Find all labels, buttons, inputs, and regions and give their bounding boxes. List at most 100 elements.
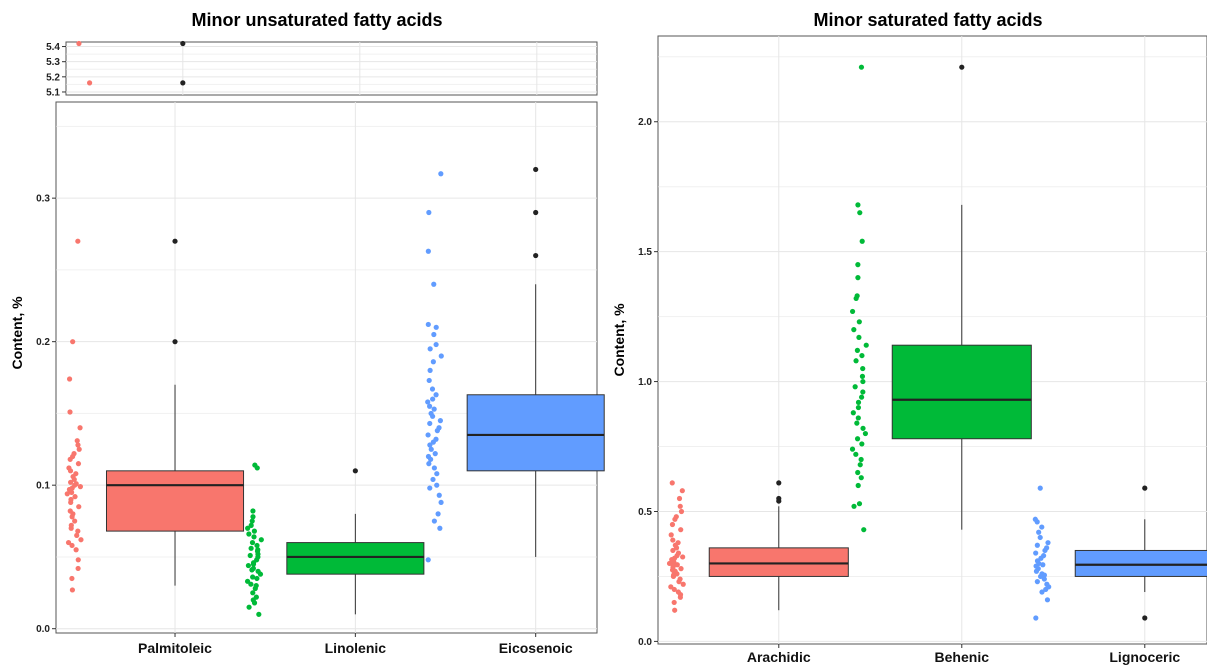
box (105, 470, 245, 532)
data-point (251, 528, 257, 534)
y-tick-label: 0.0 (36, 624, 50, 635)
data-point (67, 508, 73, 514)
data-point (76, 446, 82, 452)
y-tick-label: 0.5 (638, 507, 652, 518)
data-point (428, 446, 434, 452)
upper-panel: 5.1 5.2 5.3 5.4 (46, 40, 598, 98)
chart-title: Minor saturated fatty acids (813, 10, 1042, 30)
data-point (1039, 571, 1045, 577)
data-point (1041, 576, 1047, 582)
box (1074, 549, 1207, 577)
data-point (435, 511, 441, 517)
data-point (1036, 529, 1042, 535)
data-point (425, 399, 431, 405)
plot-panel: 0.0 0.5 1.0 1.5 2.0 (638, 35, 1207, 648)
data-point (855, 404, 862, 411)
outlier-point (533, 166, 539, 173)
data-point (248, 522, 254, 528)
data-point (678, 566, 684, 572)
data-point (433, 436, 439, 442)
data-point (68, 479, 74, 485)
y-tick-label: 1.5 (638, 247, 652, 258)
data-point (75, 528, 81, 534)
data-point (69, 575, 75, 582)
data-point (246, 604, 252, 610)
data-point (246, 531, 252, 537)
data-point (849, 308, 856, 315)
y-tick-label: 1.0 (638, 377, 652, 388)
data-point (851, 503, 857, 509)
data-point (675, 540, 681, 546)
y-tick-label: 2.0 (638, 117, 652, 128)
data-point (254, 542, 260, 549)
data-point (1034, 542, 1040, 548)
data-point (855, 415, 861, 421)
data-point (76, 504, 82, 510)
data-point (679, 488, 685, 494)
outlier-point (172, 339, 178, 345)
x-tick-label: Lignoceric (1109, 649, 1180, 665)
data-point (438, 171, 444, 177)
x-tick-label: Behenic (935, 649, 990, 665)
data-point (859, 373, 866, 379)
data-point (425, 432, 431, 438)
data-point (429, 386, 436, 392)
data-point (427, 442, 433, 448)
data-point (675, 550, 682, 556)
data-point (856, 319, 862, 325)
y-tick-label: 5.4 (46, 42, 60, 53)
data-point (1032, 516, 1038, 522)
data-point (855, 482, 861, 489)
data-point (431, 331, 437, 338)
y-tick-label: 0.2 (36, 337, 50, 348)
data-point (1040, 562, 1046, 568)
data-point (671, 599, 677, 606)
data-point (75, 557, 81, 563)
data-point (1033, 615, 1039, 621)
data-point (433, 392, 439, 398)
data-point (245, 562, 252, 569)
y-tick-label: 5.2 (46, 72, 60, 83)
data-point (430, 359, 436, 365)
data-point (68, 496, 74, 503)
data-point (860, 389, 866, 395)
x-tick-label: Arachidic (747, 649, 811, 665)
unsaturated-chart: Minor unsaturated fatty acids Content, %… (9, 10, 605, 656)
data-point (427, 420, 433, 427)
data-point (858, 475, 864, 481)
data-point (73, 481, 79, 487)
x-tick-label: Eicosenoic (499, 640, 573, 656)
data-point (78, 537, 84, 543)
box (466, 394, 605, 472)
data-point (858, 456, 864, 463)
data-point (74, 438, 80, 444)
data-point (428, 410, 434, 417)
data-point (855, 202, 861, 208)
data-point (1044, 581, 1050, 587)
data-point (854, 436, 861, 442)
data-point (1037, 534, 1043, 541)
data-point (66, 465, 72, 471)
data-point (1045, 540, 1051, 546)
data-point (255, 547, 261, 553)
data-point (855, 469, 861, 476)
data-point (678, 527, 684, 533)
data-point (69, 542, 75, 549)
data-point (854, 347, 861, 353)
data-point (680, 554, 686, 560)
data-point (73, 471, 79, 477)
data-point (426, 209, 432, 216)
y-axis-label: Content, % (9, 296, 25, 370)
outlier-point (180, 80, 186, 86)
saturated-chart: Minor saturated fatty acids Content, % 0… (611, 10, 1207, 665)
data-point (66, 376, 73, 382)
data-point (668, 532, 674, 538)
data-point (859, 441, 865, 447)
data-point (431, 465, 437, 471)
lower-panel: 0.0 0.1 0.2 0.3 (36, 101, 605, 635)
data-point (863, 342, 869, 348)
data-point (433, 324, 439, 330)
category-labels: Arachidic Behenic Lignoceric (747, 644, 1180, 665)
data-point (247, 552, 253, 559)
data-point (73, 547, 79, 553)
